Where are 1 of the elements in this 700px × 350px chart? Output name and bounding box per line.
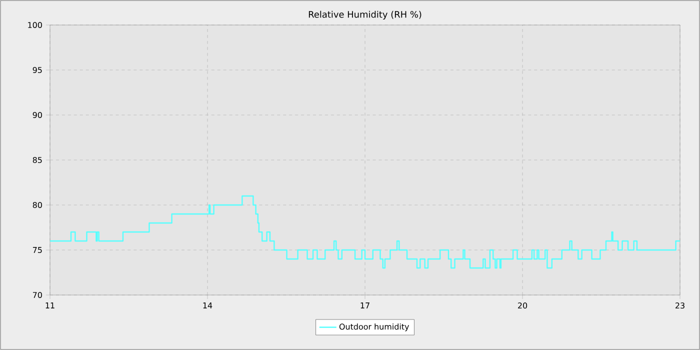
chart-title: Relative Humidity (RH %) xyxy=(308,10,422,20)
